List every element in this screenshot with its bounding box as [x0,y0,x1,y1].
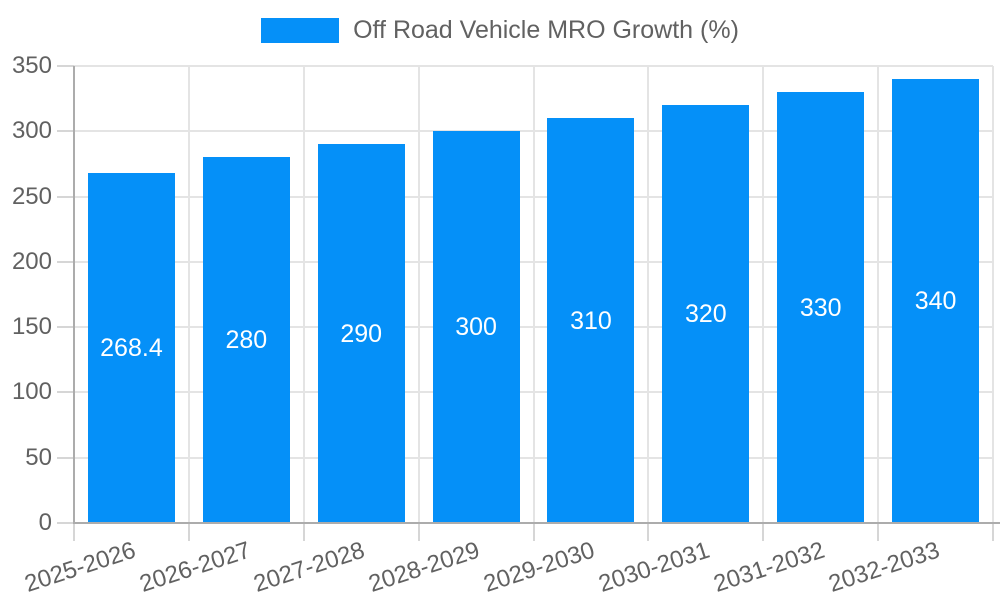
x-tick [877,523,880,541]
x-tick [73,523,75,541]
x-axis-tick-label: 2030-2031 [595,536,713,598]
x-tick [302,523,305,541]
x-gridline [187,66,190,523]
x-gridline [992,66,994,523]
y-tick [57,326,74,329]
x-axis-tick-label: 2025-2026 [21,536,139,598]
bar [87,172,175,523]
bar-value-label: 320 [684,300,727,329]
y-tick [57,65,74,67]
y-tick [57,391,74,394]
legend: Off Road Vehicle MRO Growth (%) [0,16,1000,45]
y-axis-line [73,66,75,523]
y-axis-tick-label: 100 [11,378,52,406]
y-axis-tick-label: 250 [11,182,52,210]
bar-value-label: 290 [340,319,383,348]
bar-value-label: 340 [914,287,957,316]
bar-value-label: 280 [225,326,268,355]
bar-value-label: 300 [455,313,497,342]
y-axis-tick-label: 50 [25,443,52,471]
bar [892,79,980,523]
y-tick [57,522,74,524]
x-axis-tick-label: 2032-2033 [825,536,943,598]
x-gridline [647,66,650,523]
y-tick [57,130,74,133]
bar [202,157,290,523]
bar [547,118,635,523]
x-axis-tick-label: 2031-2032 [710,536,828,598]
bar [432,131,520,523]
x-gridline [532,66,535,523]
legend-swatch [261,18,340,43]
y-axis-tick-label: 200 [11,247,52,275]
y-axis-tick-label: 300 [11,117,52,145]
y-tick [57,260,74,263]
bar [777,92,865,523]
x-tick [532,523,535,541]
legend-item[interactable]: Off Road Vehicle MRO Growth (%) [261,16,739,45]
x-axis-tick-label: 2029-2030 [480,536,599,598]
bar-value-label: 310 [570,306,612,335]
y-axis-tick-label: 150 [11,313,52,341]
x-gridline [417,66,420,523]
x-tick [187,523,190,541]
y-tick [57,456,74,459]
x-axis-line [73,522,1000,524]
bar [317,144,405,523]
bar-value-label: 268.4 [100,333,163,362]
y-tick [57,195,74,198]
bar-value-label: 330 [799,293,842,322]
x-tick [992,523,994,541]
y-axis-tick-label: 350 [11,52,52,79]
x-tick [762,523,765,541]
x-axis-tick-label: 2026-2027 [135,536,254,598]
x-axis-tick-label: 2027-2028 [250,536,369,598]
x-tick [647,523,650,541]
x-gridline [877,66,880,523]
bar [662,105,750,523]
x-axis-tick-label: 2028-2029 [365,536,484,598]
x-gridline [302,66,305,523]
x-tick [417,523,420,541]
x-gridline [762,66,765,523]
y-axis-tick-label: 0 [38,509,52,536]
legend-label: Off Road Vehicle MRO Growth (%) [353,16,739,44]
